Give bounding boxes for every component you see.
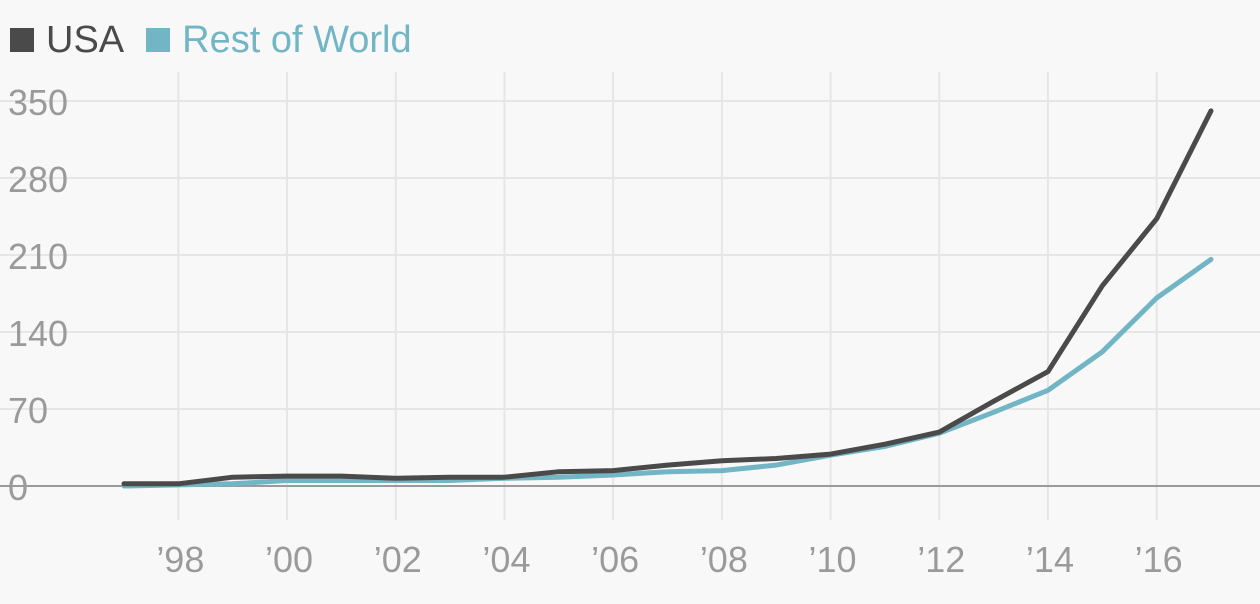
- y-tick-label: 210: [8, 236, 68, 277]
- series-lines: [121, 108, 1214, 489]
- x-tick-label: ’10: [809, 539, 857, 580]
- horizontal-gridlines: [0, 100, 1260, 487]
- x-tick-label: ’02: [374, 539, 422, 580]
- x-tick-label: ’00: [265, 539, 313, 580]
- series-line-usa: [121, 108, 1214, 487]
- y-tick-label: 70: [8, 390, 48, 431]
- x-tick-label: ’06: [591, 539, 639, 580]
- chart-legend: USA Rest of World: [10, 18, 434, 62]
- legend-swatch-rest-of-world: [146, 28, 171, 52]
- legend-item-usa: USA: [10, 18, 124, 62]
- x-tick-label: ’08: [700, 539, 748, 580]
- legend-label-usa: USA: [46, 19, 125, 61]
- x-axis-tick-labels: ’98 ’00 ’02 ’04 ’06 ’08 ’10 ’12 ’14 ’16: [156, 539, 1182, 580]
- y-tick-label: 280: [8, 159, 68, 200]
- x-tick-label: ’12: [917, 539, 965, 580]
- series-line-rest-of-world: [121, 256, 1214, 489]
- x-tick-label: ’16: [1135, 539, 1183, 580]
- x-tick-label: ’14: [1026, 539, 1074, 580]
- y-tick-label: 350: [8, 82, 68, 123]
- y-tick-label: 140: [8, 313, 68, 354]
- y-tick-label: 0: [8, 467, 28, 508]
- y-axis-tick-labels: 0 70 140 210 280 350: [8, 82, 68, 508]
- legend-label-rest-of-world: Rest of World: [182, 19, 412, 61]
- legend-swatch-usa: [10, 28, 34, 52]
- legend-item-rest-of-world: Rest of World: [146, 18, 412, 62]
- x-tick-label: ’04: [482, 539, 530, 580]
- vertical-gridlines: [177, 72, 1158, 520]
- x-tick-label: ’98: [156, 539, 204, 580]
